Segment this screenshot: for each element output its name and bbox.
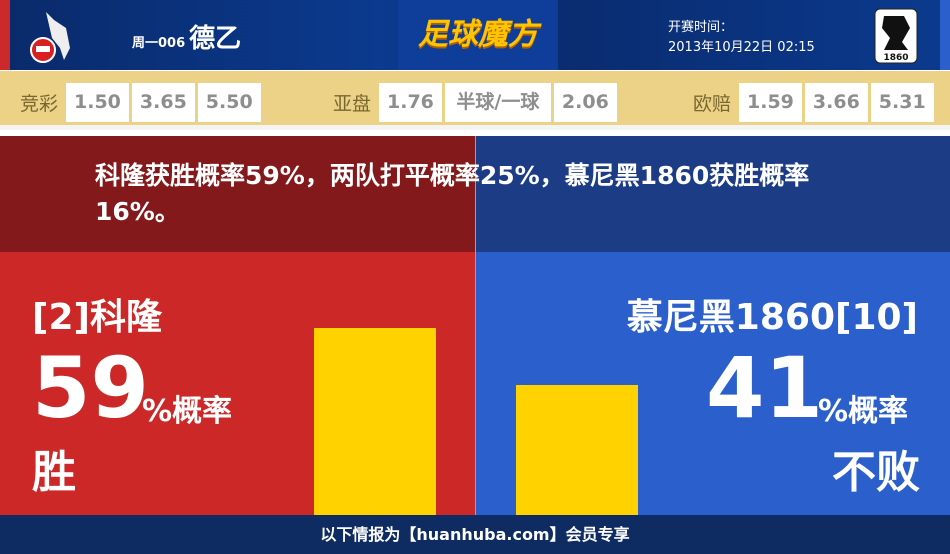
away-color-strip [940, 0, 950, 70]
odds-value: 1.59 [739, 83, 802, 122]
home-result: 胜 [32, 447, 76, 498]
odds-oupei: 欧赔 1.59 3.66 5.31 [693, 83, 934, 122]
home-probability-bar [314, 328, 436, 515]
away-percent-label: %概率 [818, 394, 909, 429]
odds-value: 5.31 [870, 83, 934, 122]
odds-value: 3.65 [131, 83, 195, 122]
home-team-name: [2]科隆 [32, 297, 162, 338]
divider [475, 136, 476, 515]
league-info: 周一006 德乙 [132, 24, 242, 54]
away-team-name: 慕尼黑1860[10] [626, 297, 918, 338]
member-footer[interactable]: 以下情报为【huanhuba.com】会员专享 [0, 515, 950, 554]
odds-value: 2.06 [553, 83, 617, 122]
odds-value: 5.50 [197, 83, 261, 122]
brand-logo: 足球魔方 [398, 0, 558, 70]
away-team-logo: 1860 [874, 8, 918, 64]
away-percent: 41 [706, 339, 823, 437]
home-percent-label: %概率 [142, 394, 233, 429]
home-team-logo [30, 12, 70, 63]
odds-yapan: 亚盘 1.76 半球/一球 2.06 [333, 83, 617, 122]
away-probability-bar [516, 385, 638, 515]
summary-home-bg [0, 136, 475, 252]
match-time: 开赛时间： 2013年10月22日 02:15 [668, 20, 815, 55]
odds-value: 1.76 [379, 83, 442, 122]
odds-jingcai: 竞彩 1.50 3.65 5.50 [20, 83, 261, 122]
odds-value: 1.50 [66, 83, 129, 122]
away-result: 不败 [832, 447, 920, 498]
odds-handicap: 半球/一球 [444, 83, 551, 122]
probability-summary: 科隆获胜概率59%，两队打平概率25%，慕尼黑1860获胜概率16%。 [95, 161, 810, 226]
odds-bar: 竞彩 1.50 3.65 5.50 亚盘 1.76 半球/一球 2.06 欧赔 … [0, 71, 950, 130]
home-color-strip [0, 0, 10, 70]
summary-away-bg [476, 136, 950, 252]
home-percent: 59 [32, 339, 149, 437]
svg-text:1860: 1860 [883, 53, 908, 63]
odds-value: 3.66 [804, 83, 868, 122]
